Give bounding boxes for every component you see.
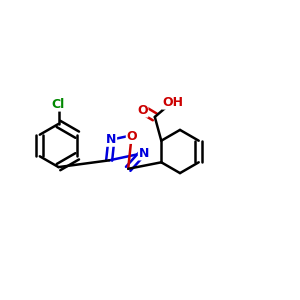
Text: Cl: Cl [52,98,65,111]
Text: OH: OH [162,96,183,109]
Text: N: N [106,133,116,146]
Text: N: N [138,147,149,160]
Text: O: O [137,104,148,117]
Text: O: O [126,130,137,143]
